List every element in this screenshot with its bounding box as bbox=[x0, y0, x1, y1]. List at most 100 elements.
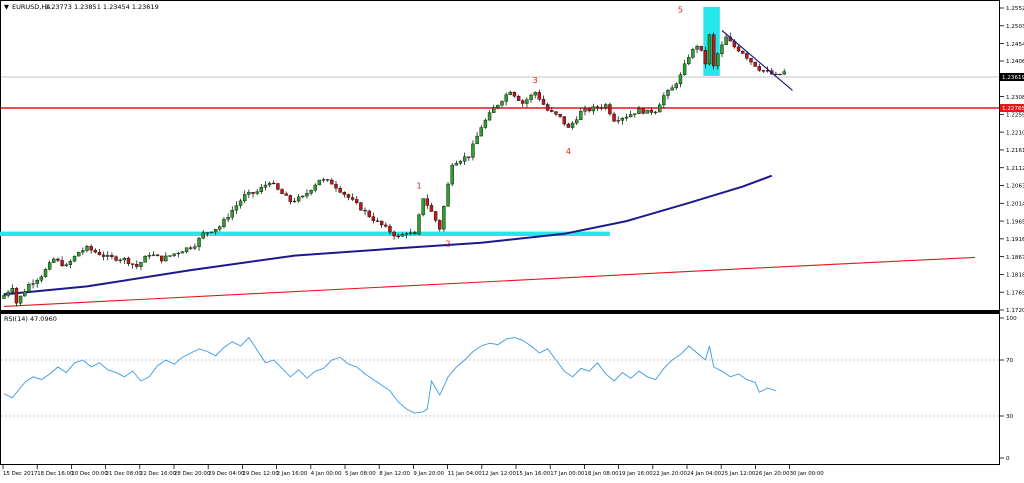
candle-bear bbox=[699, 45, 703, 51]
candle-bull bbox=[18, 295, 23, 304]
time-tick-label: 12 Jan 12:00 bbox=[482, 471, 517, 477]
rsi-axis: 0 30 70 100 bbox=[1, 316, 1017, 462]
time-tick-label: 9 Jan 20:00 bbox=[413, 471, 444, 477]
wave-label: 3 bbox=[533, 76, 538, 85]
candle-bull bbox=[39, 276, 44, 281]
candle-bear bbox=[384, 224, 388, 227]
chart-header-arrow[interactable]: ▼ bbox=[4, 3, 9, 11]
candle-bull bbox=[583, 108, 587, 112]
candle-bull bbox=[122, 257, 127, 261]
candle-bull bbox=[238, 200, 243, 206]
price-tick-label: 1.19650 bbox=[1006, 219, 1024, 225]
candle-bear bbox=[711, 34, 716, 67]
candle-bear bbox=[558, 114, 562, 117]
candle-bull bbox=[209, 231, 214, 233]
time-tick-label: 25 Jan 12:00 bbox=[721, 471, 756, 477]
candle-bull bbox=[230, 209, 234, 218]
candle-bull bbox=[670, 87, 674, 91]
candle-bear bbox=[745, 53, 749, 59]
candle-bear bbox=[612, 113, 616, 122]
rsi-tick-label: 100 bbox=[1006, 316, 1017, 322]
candle-bear bbox=[56, 258, 60, 261]
candle-bear bbox=[110, 255, 114, 257]
resistance-price-box bbox=[1000, 104, 1024, 113]
candle-bear bbox=[545, 104, 550, 111]
candle-bear bbox=[554, 111, 558, 115]
candle-bull bbox=[197, 237, 201, 248]
trendline bbox=[721, 30, 793, 91]
candle-bear bbox=[367, 210, 371, 217]
time-tick-label: 29 Dec 12:00 bbox=[242, 471, 279, 477]
candle-bull bbox=[525, 99, 529, 104]
candle-bull bbox=[645, 109, 649, 114]
candle-bull bbox=[483, 119, 488, 128]
candle-bull bbox=[479, 127, 483, 137]
candle-bear bbox=[14, 288, 19, 304]
price-tick-label: 1.25030 bbox=[1006, 24, 1024, 30]
candle-bull bbox=[633, 113, 637, 115]
candle-bull bbox=[6, 291, 10, 296]
candle-bear bbox=[429, 205, 434, 212]
candle-bull bbox=[218, 226, 222, 230]
fast-moving-average bbox=[3, 174, 773, 296]
candle-bear bbox=[272, 182, 276, 185]
time-tick-label: 11 Jan 04:00 bbox=[448, 471, 483, 477]
candle-bull bbox=[620, 117, 625, 121]
time-tick-label: 24 Jan 04:00 bbox=[687, 471, 722, 477]
candle-bull bbox=[64, 264, 68, 267]
candle-bull bbox=[487, 112, 492, 121]
rsi-title: RSI(14) 47.0960 bbox=[4, 315, 57, 323]
candle-bull bbox=[533, 92, 537, 96]
candle-bull bbox=[504, 94, 508, 102]
candle-bull bbox=[317, 179, 322, 186]
candle-bull bbox=[417, 214, 421, 235]
candle-bull bbox=[570, 122, 575, 128]
price-tick-label: 1.19160 bbox=[1006, 237, 1024, 243]
time-tick-label: 5 Jan 08:00 bbox=[345, 471, 376, 477]
resistance-price-label: 1.22765 bbox=[1002, 106, 1024, 112]
time-tick-label: 2 Jan 16:00 bbox=[277, 471, 308, 477]
time-tick-label: 18 Dec 16:00 bbox=[37, 471, 74, 477]
price-tick-label: 1.24060 bbox=[1006, 59, 1024, 65]
candle-bull bbox=[47, 262, 52, 270]
candle-bull bbox=[666, 90, 670, 96]
candle-bull bbox=[720, 44, 724, 55]
candle-bull bbox=[475, 135, 479, 145]
time-tick-label: 22 Jan 20:00 bbox=[653, 471, 688, 477]
time-tick-label: 26 Jan 20:00 bbox=[755, 471, 790, 477]
candle-bull bbox=[301, 195, 305, 198]
candle-bull bbox=[724, 36, 728, 46]
candle-bull bbox=[400, 234, 405, 237]
candle-bull bbox=[226, 217, 230, 220]
price-tick-label: 1.21120 bbox=[1006, 166, 1024, 172]
candle-bear bbox=[130, 263, 135, 265]
candle-bull bbox=[193, 246, 197, 249]
candle-bear bbox=[516, 95, 521, 101]
candle-bull bbox=[691, 48, 695, 58]
candle-bear bbox=[703, 50, 708, 65]
price-tick-label: 1.25520 bbox=[1006, 6, 1024, 12]
candle-bear bbox=[97, 251, 102, 256]
candle-bear bbox=[649, 109, 654, 113]
candle-bull bbox=[624, 116, 629, 119]
time-tick-label: 30 Jan 00:00 bbox=[790, 471, 825, 477]
candle-bull bbox=[579, 111, 583, 120]
chart-ohlc: 1.23773 1.23851 1.23454 1.23619 bbox=[45, 3, 159, 11]
candle-bull bbox=[43, 269, 48, 278]
candle-bear bbox=[736, 46, 741, 52]
candle-bear bbox=[537, 92, 542, 100]
wave-label: 2 bbox=[446, 239, 451, 248]
candle-bull bbox=[31, 283, 35, 285]
candle-bull bbox=[616, 120, 620, 122]
time-tick-label: 29 Dec 04:00 bbox=[208, 471, 245, 477]
candle-bear bbox=[114, 256, 118, 261]
candle-bear bbox=[438, 220, 442, 230]
candle-bear bbox=[375, 220, 380, 222]
time-tick-label: 15 Dec 2017 bbox=[3, 471, 37, 477]
candle-bull bbox=[296, 196, 301, 202]
candle-bear bbox=[425, 198, 429, 206]
candle-bull bbox=[678, 74, 683, 85]
candle-bull bbox=[151, 254, 156, 256]
